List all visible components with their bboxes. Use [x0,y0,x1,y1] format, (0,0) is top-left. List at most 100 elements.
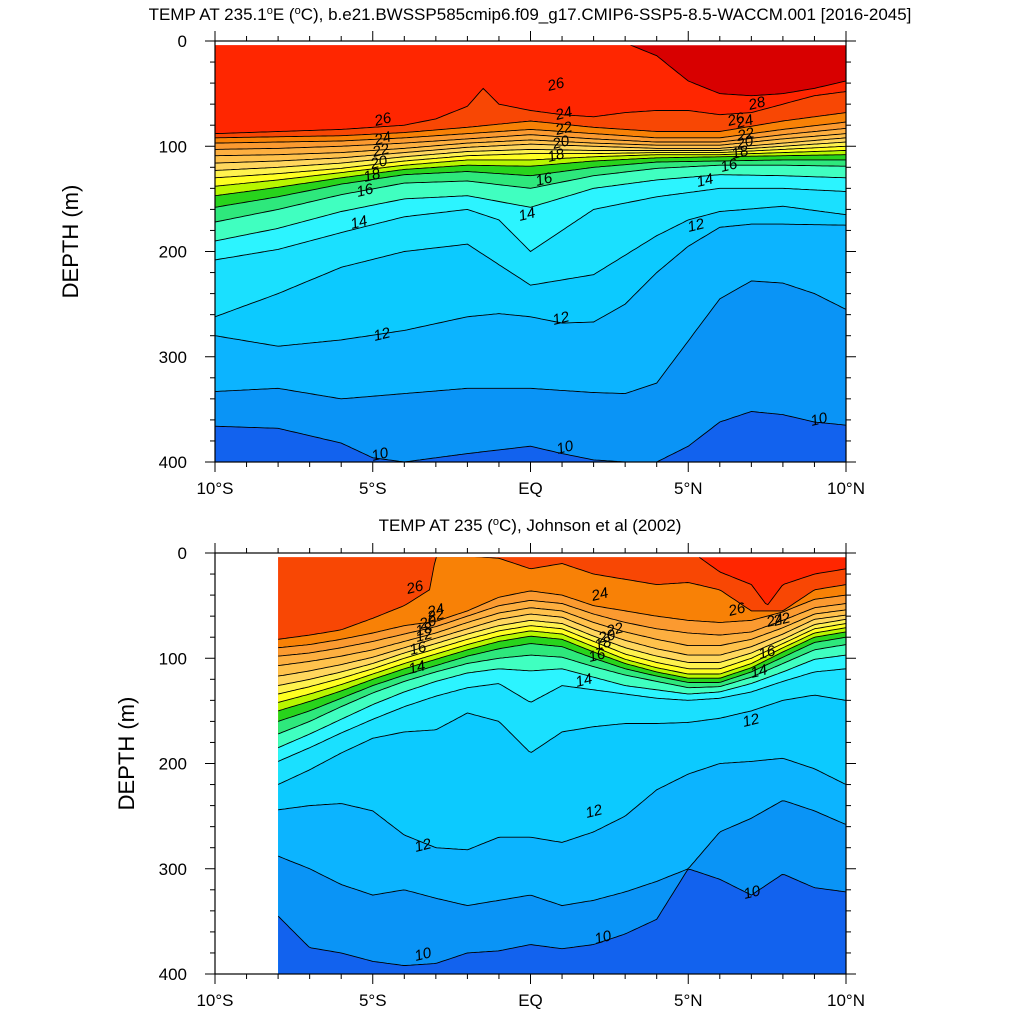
y-tick-label: 200 [159,755,187,774]
contour-label: 20 [417,612,439,633]
contour-label: 14 [574,670,594,691]
contour-label: 10 [413,944,434,965]
contour-label: 10 [593,927,614,948]
x-tick-label: 5°N [674,991,703,1010]
y-tick-label: 400 [159,965,187,984]
isotherm-line [215,164,846,223]
contour-label: 22 [553,118,575,139]
isotherm-line [278,654,847,749]
isotherm-line [215,187,846,261]
x-tick-label: 10°N [827,479,865,498]
isotherm-line [215,280,846,400]
isotherm-line [278,694,847,785]
x-tick-label: EQ [518,991,543,1010]
contour-label: 24 [553,103,574,124]
isotherm-line [278,644,847,735]
contour-label: 24 [372,128,393,149]
contour-label: 24 [589,584,610,605]
isotherm-line [278,668,847,762]
contour-label: 26 [372,109,394,130]
contour-label: 26 [726,599,748,620]
isotherm-line [278,613,847,677]
isotherm-line [278,590,847,649]
isotherm-line [215,121,846,144]
contour-label: 26 [545,74,567,95]
contour-label: 18 [730,142,751,163]
y-tick-label: 100 [159,649,187,668]
x-tick-label: 10°S [196,991,233,1010]
isotherm-line [699,557,847,606]
isotherm-line [630,45,846,97]
isotherm-line [278,627,847,703]
contour-label: 22 [771,609,793,630]
contour-lines [278,557,847,966]
isotherm-line [278,800,847,907]
contour-label: 20 [550,132,572,153]
isotherm-line [215,223,846,347]
isotherm-line [278,607,847,667]
contour-label: 18 [362,165,383,186]
x-tick-label: 10°N [827,991,865,1010]
contour-label: 22 [370,140,392,161]
isotherm-line [278,599,847,657]
isotherm-line [215,159,846,208]
x-tick-label: 5°N [674,479,703,498]
y-axis-label: DEPTH (m) [114,697,139,811]
contour-label: 14 [695,170,715,191]
contour-label: 24 [734,111,755,132]
isotherm-line [215,174,846,242]
isotherm-line [278,623,847,695]
contour-label: 14 [749,661,769,682]
contour-label: 12 [551,308,572,329]
top-contour-plot: 10°S 5°S EQ 5°N 10°N 0 100 200 300 400 DEPTH (m) 10… [58,31,865,498]
contour-label: 16 [757,642,778,663]
contour-label: 20 [596,626,618,647]
isotherm-line [215,137,846,164]
isotherm-line [215,145,846,179]
y-tick-label: 0 [178,32,187,51]
y-tick-label: 100 [159,137,187,156]
contour-label: 14 [517,204,537,225]
contour-label: 10 [555,437,576,458]
contour-label: 16 [355,180,376,201]
isotherm-line [215,150,846,187]
x-tick-label: 5°S [359,479,387,498]
isotherm-line [215,154,846,197]
isotherm-line [215,127,846,150]
contour-label: 26 [404,577,426,598]
contour-label: 12 [413,835,434,856]
contour-label: 16 [534,169,555,190]
contour-label: 22 [425,605,447,626]
bottom-panel: TEMP AT 235 (oC), Johnson et al (2002) 1… [114,516,865,1010]
isotherm-line [278,868,847,966]
y-axis-label: DEPTH (m) [58,185,83,299]
contour-fill [215,411,846,462]
y-tick-label: 300 [159,348,187,367]
isotherm-line [278,757,847,851]
contour-label: 12 [686,215,707,236]
y-tick-label: 400 [159,453,187,472]
contour-label: 16 [408,638,429,659]
isotherm-line [215,411,846,463]
top-panel-title: TEMP AT 235.1oE (oC), b.e21.BWSSP585cmip… [149,5,912,24]
contour-label: 10 [742,882,763,903]
isotherm-line [278,636,847,722]
contour-label: 10 [809,409,830,430]
contour-label: 16 [719,155,740,176]
contour-label: 20 [734,132,756,153]
contour-label: 20 [368,152,390,173]
contour-fill [278,869,847,974]
contour-label: 22 [604,619,626,640]
y-tick-label: 0 [178,544,187,563]
isotherm-line [215,112,846,139]
contour-label: 14 [407,657,427,678]
x-tick-label: EQ [518,479,543,498]
isotherm-line [215,141,846,171]
contour-label: 16 [587,645,608,666]
contour-label: 18 [414,619,435,640]
contour-label: 14 [349,212,369,233]
top-panel: TEMP AT 235.1oE (oC), b.e21.BWSSP585cmip… [58,5,911,498]
contour-label: 28 [746,93,768,114]
contour-label: 22 [735,124,757,145]
contour-label: 12 [372,324,393,345]
